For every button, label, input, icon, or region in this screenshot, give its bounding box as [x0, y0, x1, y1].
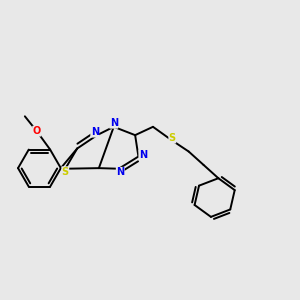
- Text: S: S: [169, 133, 176, 143]
- Text: N: N: [139, 150, 147, 160]
- Text: N: N: [110, 118, 118, 128]
- Text: N: N: [116, 167, 124, 177]
- Text: N: N: [91, 127, 99, 137]
- Text: O: O: [33, 126, 41, 136]
- Text: S: S: [62, 167, 69, 177]
